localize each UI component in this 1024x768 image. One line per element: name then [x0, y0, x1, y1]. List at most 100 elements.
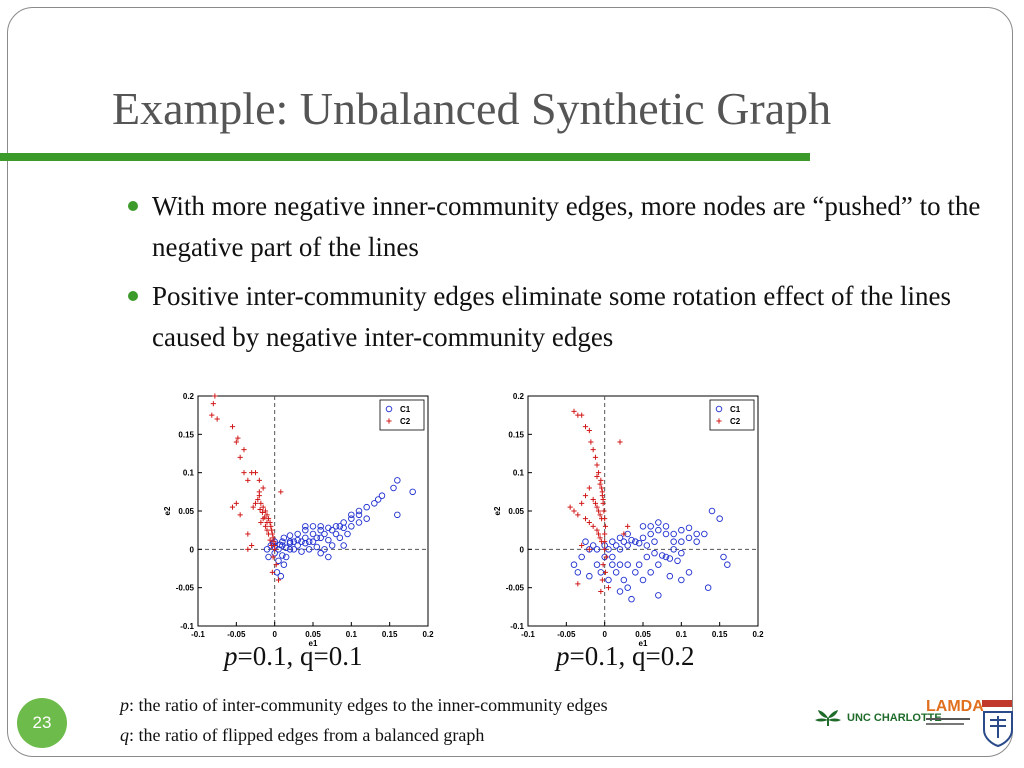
data-point-c1: [570, 561, 578, 568]
legend-label-c1: C1: [400, 405, 411, 414]
data-point-c1: [302, 523, 309, 530]
data-point-c1: [620, 576, 628, 584]
data-point-c1: [321, 546, 328, 553]
data-point-c2: [602, 546, 608, 552]
data-point-c1: [693, 530, 700, 538]
data-point-c2: [275, 577, 282, 583]
data-point-c1: [628, 536, 635, 544]
data-point-c1: [302, 539, 309, 547]
data-point-c2: [233, 500, 239, 506]
legend-label-c2: C2: [400, 417, 411, 426]
data-point-c1: [586, 572, 593, 580]
unc-logo-text: UNC CHARLOTTE: [847, 712, 942, 724]
data-point-c1: [340, 542, 347, 549]
data-point-c2: [575, 581, 581, 587]
data-point-c1: [282, 544, 290, 552]
data-point-c2: [265, 531, 272, 537]
data-point-c1: [612, 569, 620, 576]
data-point-c2: [579, 412, 585, 418]
data-point-c1: [280, 534, 288, 542]
note-q-var: q: [120, 725, 129, 745]
data-point-c1: [666, 555, 674, 562]
data-point-c1: [666, 572, 674, 580]
data-point-c2: [257, 506, 263, 513]
data-point-c2: [229, 504, 236, 510]
data-point-c2: [582, 424, 589, 430]
data-point-c2: [599, 577, 605, 583]
x-tick-label: 0.05: [635, 630, 651, 639]
data-point-c2: [579, 500, 585, 506]
data-point-c1: [348, 515, 355, 522]
data-point-c1: [294, 530, 301, 538]
data-point-c2: [599, 489, 605, 495]
data-point-c1: [651, 538, 658, 545]
note-p-var: p: [120, 695, 129, 715]
bullet-dot-icon: [128, 291, 138, 301]
data-point-c2: [594, 473, 600, 480]
data-point-c1: [309, 538, 317, 545]
bullet-item: With more negative inner-community edges…: [126, 186, 1006, 268]
data-point-c1: [317, 526, 324, 534]
bullet-text: Positive inter-community edges eliminate…: [152, 281, 952, 352]
data-point-c1: [643, 542, 651, 549]
data-point-c2: [258, 500, 264, 506]
data-point-c1: [374, 496, 382, 503]
data-point-c1: [655, 592, 662, 599]
note-p: p: the ratio of inter-community edges to…: [120, 690, 608, 720]
data-point-c2: [252, 500, 259, 506]
data-point-c2: [241, 470, 247, 476]
data-point-c2: [599, 516, 605, 522]
y-tick-label: -0.05: [506, 584, 525, 593]
data-point-c2: [595, 470, 602, 476]
data-point-c1: [616, 561, 624, 568]
data-point-c2: [595, 508, 602, 514]
data-point-c1: [282, 553, 290, 561]
data-point-c1: [294, 542, 301, 549]
data-point-c2: [575, 512, 581, 518]
slide-title: Example: Unbalanced Synthetic Graph: [112, 83, 832, 134]
data-point-c1: [317, 549, 324, 557]
data-point-c2: [579, 542, 585, 549]
y-tick-label: 0: [520, 545, 525, 554]
legend-marker-c1: [715, 405, 723, 413]
data-point-c1: [593, 561, 601, 568]
data-point-c2: [209, 412, 215, 418]
y-tick-label: -0.1: [180, 622, 194, 631]
data-point-c1: [332, 530, 340, 538]
bullet-text: With more negative inner-community edges…: [152, 191, 981, 262]
data-point-c1: [678, 538, 685, 545]
data-point-c1: [632, 569, 639, 576]
data-point-c1: [363, 503, 370, 511]
data-point-c1: [578, 553, 585, 561]
data-point-c2: [245, 477, 251, 483]
data-point-c1: [678, 549, 685, 557]
data-point-c1: [317, 534, 324, 542]
data-point-c1: [586, 546, 593, 553]
data-point-c2: [269, 569, 275, 575]
data-point-c2: [269, 542, 275, 549]
data-point-c1: [275, 557, 282, 565]
data-point-c2: [268, 523, 274, 529]
data-point-c2: [264, 519, 270, 526]
data-point-c1: [344, 530, 351, 538]
title-underline: [0, 153, 810, 161]
data-point-c2: [267, 537, 273, 543]
x-tick-label: 0: [602, 630, 607, 639]
data-point-c1: [355, 507, 363, 515]
data-point-c1: [298, 548, 305, 555]
plot-2-caption-text: =0.1, q=0.2: [569, 641, 695, 671]
data-point-c2: [235, 435, 241, 441]
data-point-c2: [588, 439, 594, 445]
x-tick-label: 0.1: [346, 630, 358, 639]
x-tick-label: 0: [272, 630, 277, 639]
plot-2-caption-var: p: [556, 641, 570, 671]
data-point-c1: [263, 546, 271, 553]
x-tick-label: 0.1: [676, 630, 688, 639]
legend-label-c2: C2: [730, 417, 741, 426]
data-point-c2: [586, 519, 592, 526]
data-point-c1: [658, 552, 666, 559]
data-point-c1: [647, 530, 654, 538]
data-point-c1: [616, 546, 624, 553]
data-point-c2: [597, 512, 603, 518]
data-point-c1: [298, 538, 305, 545]
